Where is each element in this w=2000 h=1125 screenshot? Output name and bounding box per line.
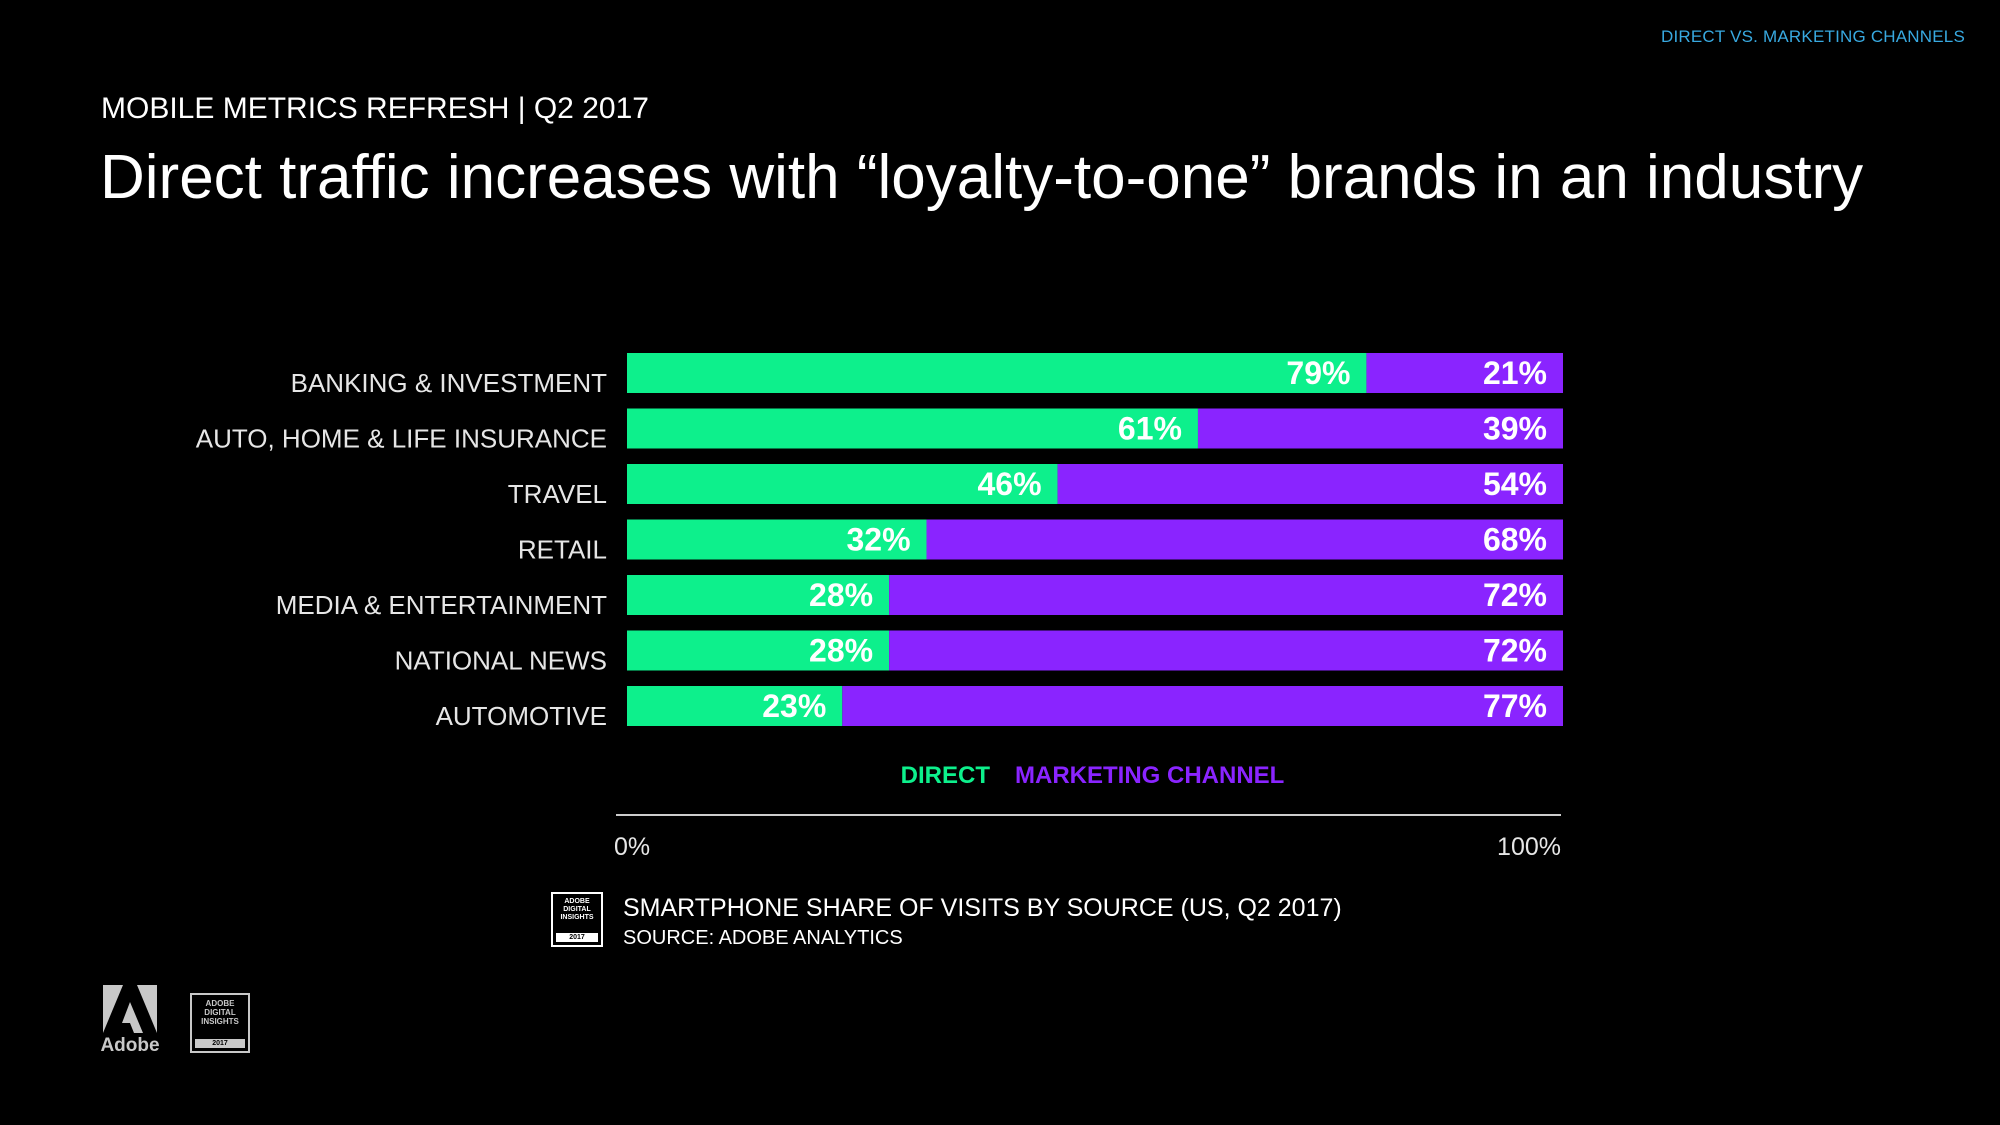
chart-caption: SMARTPHONE SHARE OF VISITS BY SOURCE (US… bbox=[623, 894, 1342, 922]
marketing-data-label: 77% bbox=[1483, 688, 1547, 724]
section-label: DIRECT VS. MARKETING CHANNELS bbox=[1661, 27, 1965, 46]
marketing-data-label: 39% bbox=[1483, 411, 1547, 447]
legend-direct: DIRECT bbox=[901, 762, 991, 789]
marketing-bar bbox=[1366, 353, 1563, 393]
badge-line: DIGITAL bbox=[563, 906, 591, 913]
category-label: AUTO, HOME & LIFE INSURANCE bbox=[196, 424, 607, 454]
slide-title: Direct traffic increases with “loyalty-t… bbox=[100, 143, 1864, 212]
stacked-bar-chart: BANKING & INVESTMENT 79% 21% AUTO, HOME & L… bbox=[196, 353, 1563, 861]
marketing-data-label: 68% bbox=[1483, 522, 1547, 558]
direct-bar bbox=[627, 408, 1198, 449]
badge-line: ADOBE bbox=[205, 999, 235, 1008]
marketing-bar bbox=[842, 686, 1563, 726]
category-label: NATIONAL NEWS bbox=[395, 646, 607, 676]
x-tick-label: 100% bbox=[1497, 833, 1561, 861]
adobe-wordmark: Adobe bbox=[100, 1035, 160, 1056]
marketing-bar bbox=[926, 519, 1563, 560]
category-label: RETAIL bbox=[518, 535, 607, 565]
badge-line: ADOBE bbox=[564, 898, 590, 905]
category-label: AUTOMOTIVE bbox=[436, 701, 607, 731]
direct-data-label: 46% bbox=[978, 466, 1042, 502]
badge-year: 2017 bbox=[556, 933, 598, 942]
marketing-bar bbox=[1057, 464, 1563, 504]
marketing-data-label: 54% bbox=[1483, 466, 1547, 502]
adobe-logo-icon bbox=[103, 985, 157, 1033]
direct-bar bbox=[627, 686, 843, 726]
direct-bar bbox=[627, 575, 890, 615]
badge-line: DIGITAL bbox=[204, 1008, 236, 1017]
insights-badge-icon: ADOBE DIGITAL INSIGHTS 2017 bbox=[551, 892, 603, 947]
marketing-bar bbox=[1197, 408, 1563, 449]
marketing-bar bbox=[889, 575, 1563, 615]
adobe-logo: Adobe bbox=[100, 985, 160, 1057]
direct-bar bbox=[627, 519, 927, 560]
legend-marketing-channel: MARKETING CHANNEL bbox=[1015, 762, 1284, 789]
marketing-data-label: 72% bbox=[1483, 633, 1547, 669]
badge-line: INSIGHTS bbox=[560, 914, 594, 921]
direct-data-label: 28% bbox=[809, 633, 873, 669]
eyebrow-label: MOBILE METRICS REFRESH | Q2 2017 bbox=[101, 92, 649, 125]
marketing-data-label: 21% bbox=[1483, 355, 1547, 391]
badge-line: INSIGHTS bbox=[201, 1017, 239, 1026]
direct-bar bbox=[627, 464, 1058, 504]
source-line: SOURCE: ADOBE ANALYTICS bbox=[623, 927, 903, 949]
direct-bar bbox=[627, 630, 890, 671]
source-block: ADOBE DIGITAL INSIGHTS 2017 SMARTPHONE S… bbox=[551, 892, 1342, 952]
badge-year: 2017 bbox=[195, 1039, 245, 1048]
category-label: BANKING & INVESTMENT bbox=[291, 368, 607, 398]
direct-data-label: 61% bbox=[1118, 411, 1182, 447]
direct-data-label: 32% bbox=[846, 522, 910, 558]
footer-insights-badge-icon: ADOBE DIGITAL INSIGHTS 2017 bbox=[190, 993, 250, 1053]
category-label: MEDIA & ENTERTAINMENT bbox=[276, 590, 607, 620]
direct-data-label: 79% bbox=[1286, 355, 1350, 391]
direct-bar bbox=[627, 353, 1367, 393]
marketing-data-label: 72% bbox=[1483, 577, 1547, 613]
x-tick-label: 0% bbox=[614, 833, 650, 861]
marketing-bar bbox=[889, 630, 1563, 671]
direct-data-label: 28% bbox=[809, 577, 873, 613]
direct-data-label: 23% bbox=[762, 688, 826, 724]
category-label: TRAVEL bbox=[508, 479, 607, 509]
